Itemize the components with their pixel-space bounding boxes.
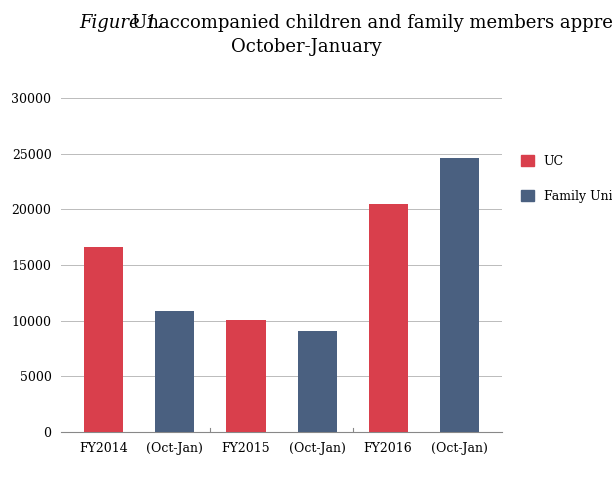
Text: Unaccompanied children and family members apprehended: Unaccompanied children and family member…	[132, 14, 612, 32]
Legend: UC, Family Units: UC, Family Units	[521, 155, 612, 203]
Bar	[226, 320, 266, 432]
Bar	[155, 311, 195, 432]
Text: October-January: October-January	[231, 38, 381, 56]
Bar	[368, 204, 408, 432]
Text: Figure 1.: Figure 1.	[80, 14, 163, 32]
Bar	[297, 331, 337, 432]
Bar	[84, 247, 124, 432]
Bar	[439, 158, 479, 432]
